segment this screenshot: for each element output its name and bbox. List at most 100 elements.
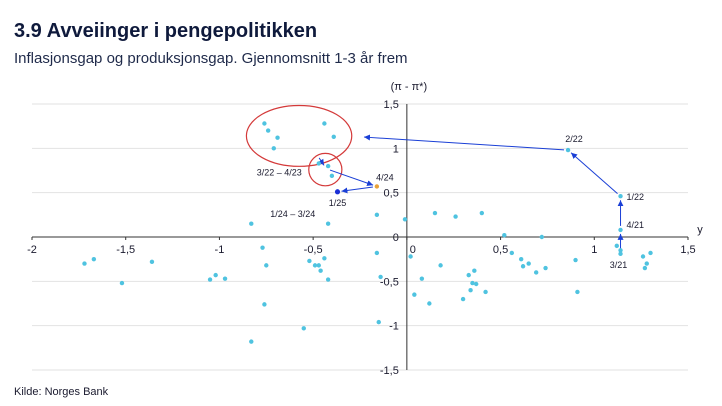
scatter-point (575, 289, 580, 295)
scatter-point (502, 233, 507, 238)
y-tick-label: -0,5 (380, 276, 399, 288)
scatter-point (526, 261, 531, 266)
scatter-point (260, 245, 265, 250)
scatter-point (518, 256, 524, 262)
x-tick-label: 0,5 (493, 244, 508, 256)
scatter-point (543, 265, 548, 271)
y-tick-label: 0 (393, 232, 399, 244)
scatter-point-2024 (329, 173, 335, 179)
period-label: 4/21 (627, 220, 645, 230)
scatter-point (438, 263, 443, 268)
scatter-point-2022-2023 (331, 134, 336, 140)
path-point (565, 147, 571, 153)
scatter-point (427, 301, 432, 306)
y-axis-label: (π - π*) (391, 81, 428, 93)
scatter-point (325, 221, 331, 226)
scatter-point (573, 257, 578, 263)
period-label: 1/24 – 3/24 (270, 209, 315, 219)
scatter-point (378, 274, 383, 280)
scatter-point (470, 280, 475, 286)
x-tick-label: 1 (591, 244, 597, 256)
chart-subtitle: Inflasjonsgap og produksjonsgap. Gjennom… (14, 50, 408, 67)
scatter-point (213, 272, 218, 278)
x-tick-label: -0,5 (304, 244, 323, 256)
scatter-point (432, 210, 438, 216)
scatter-point (412, 292, 417, 297)
scatter-point (207, 277, 213, 282)
scatter-point (479, 210, 485, 216)
scatter-point (91, 256, 97, 262)
scatter-point (262, 302, 267, 307)
scatter-point (419, 276, 425, 281)
scatter-point-2022-2023 (275, 135, 280, 140)
scatter-point (642, 265, 648, 271)
scatter-point (614, 243, 619, 249)
scatter-point (468, 288, 473, 293)
period-label: 3/21 (610, 260, 628, 270)
path-arrow (363, 134, 565, 151)
scatter-point (374, 250, 380, 256)
chart-title: 3.9 Avveiinger i pengepolitikken (14, 20, 318, 42)
y-tick-label: 1 (393, 143, 399, 155)
scatter-point-2024 (316, 161, 321, 166)
scatter-point (453, 214, 458, 219)
scatter-point (618, 248, 623, 253)
scatter-point (312, 263, 318, 268)
period-label: 3/22 – 4/23 (257, 167, 302, 177)
scatter-point (640, 254, 646, 259)
scatter-point (644, 261, 649, 266)
scatter-point (301, 326, 306, 331)
scatter-point (533, 270, 539, 275)
scatter-point (474, 281, 479, 287)
scatter-point (322, 256, 327, 261)
scatter-point (325, 277, 331, 282)
scatter-point (460, 296, 466, 302)
path-arrow (329, 169, 374, 186)
period-label: 2/22 (565, 134, 583, 144)
y-tick-label: -1 (389, 321, 399, 333)
x-tick-label: -1,5 (116, 244, 135, 256)
path-arrow (341, 186, 373, 194)
scatter-point (483, 289, 488, 295)
scatter-point-2022-2023 (322, 121, 327, 126)
period-label: 1/22 (627, 192, 645, 202)
scatter-point (402, 217, 408, 222)
y-tick-label: 1,5 (384, 99, 399, 111)
scatter-point (249, 221, 254, 226)
scatter-point (316, 263, 321, 268)
scatter-point (374, 212, 380, 218)
scatter-point (264, 263, 269, 268)
scatter-point-2022-2023 (271, 146, 276, 151)
scatter-point (249, 339, 254, 344)
scatter-point (318, 268, 323, 273)
scatter-point (376, 319, 381, 325)
scatter-point (509, 250, 515, 256)
scatter-point (149, 259, 155, 265)
path-arrow (318, 157, 325, 166)
x-tick-label: 0 (410, 244, 416, 256)
scatter-point (466, 272, 471, 278)
y-tick-label: 0,5 (384, 188, 399, 200)
scatter-point (648, 250, 653, 256)
scatter-point (472, 268, 477, 273)
scatter-point (222, 276, 228, 281)
y-tick-label: -1,5 (380, 365, 399, 377)
x-tick-label: 1,5 (680, 244, 695, 256)
scatter-point-2022-2023 (265, 128, 271, 133)
x-tick-label: -1 (215, 244, 225, 256)
cluster-ellipse-2022-2023 (245, 104, 353, 167)
scatter-point (408, 254, 413, 259)
x-axis-label: y (697, 224, 703, 236)
scatter-point (82, 261, 87, 266)
scatter-point (539, 234, 545, 240)
path-point (618, 227, 623, 233)
path-point (374, 184, 380, 189)
scatter-point (307, 258, 312, 264)
path-point (618, 194, 623, 199)
path-point (618, 251, 623, 257)
period-label: 4/24 (376, 172, 394, 182)
scatter-point (520, 264, 526, 269)
x-tick-label: -2 (27, 244, 37, 256)
period-label: 1/25 (329, 198, 347, 208)
